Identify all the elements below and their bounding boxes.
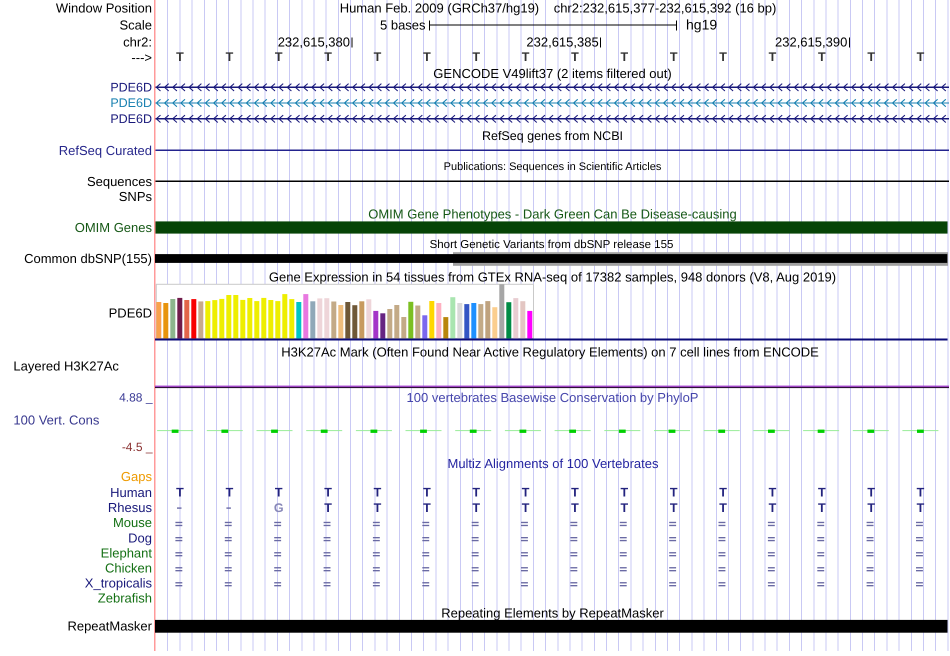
- svg-text:T: T: [522, 501, 530, 515]
- svg-text:hg19: hg19: [686, 17, 717, 33]
- svg-text:T: T: [670, 486, 678, 500]
- svg-text:T: T: [374, 50, 382, 64]
- svg-text:T: T: [917, 501, 925, 515]
- svg-text:T: T: [423, 486, 431, 500]
- svg-text:T: T: [719, 486, 727, 500]
- svg-text:T: T: [769, 50, 777, 64]
- svg-text:T: T: [917, 486, 925, 500]
- svg-text:232,615,385: 232,615,385: [526, 35, 598, 50]
- svg-text:chr2:: chr2:: [123, 35, 152, 50]
- svg-text:T: T: [374, 486, 382, 500]
- svg-text:Gaps: Gaps: [121, 469, 153, 484]
- svg-text:T: T: [818, 486, 826, 500]
- svg-text:232,615,380: 232,615,380: [278, 35, 350, 50]
- svg-text:T: T: [818, 501, 826, 515]
- svg-text:T: T: [670, 501, 678, 515]
- svg-text:Chicken: Chicken: [105, 561, 152, 576]
- svg-text:T: T: [867, 50, 875, 64]
- svg-text:T: T: [719, 50, 727, 64]
- svg-text:SNPs: SNPs: [119, 189, 153, 204]
- svg-text:Human: Human: [110, 485, 152, 500]
- svg-text:T: T: [324, 486, 332, 500]
- svg-text:Common dbSNP(155): Common dbSNP(155): [24, 251, 152, 266]
- svg-text:PDE6D: PDE6D: [110, 96, 152, 110]
- svg-text:5 bases: 5 bases: [380, 18, 426, 33]
- svg-text:T: T: [522, 486, 530, 500]
- svg-text:X_tropicalis: X_tropicalis: [85, 576, 153, 591]
- svg-text:-4.5 _: -4.5 _: [122, 440, 153, 454]
- svg-text:Dog: Dog: [128, 530, 152, 545]
- svg-text:T: T: [176, 50, 184, 64]
- svg-text:T: T: [769, 486, 777, 500]
- svg-text:PDE6D: PDE6D: [110, 81, 152, 95]
- svg-text:T: T: [867, 486, 875, 500]
- svg-text:T: T: [670, 50, 678, 64]
- svg-text:T: T: [571, 50, 579, 64]
- svg-text:G: G: [274, 501, 284, 515]
- svg-text:T: T: [571, 486, 579, 500]
- svg-text:T: T: [522, 50, 530, 64]
- svg-text:T: T: [769, 501, 777, 515]
- svg-text:Publications: Sequences in Sci: Publications: Sequences in Scientific Ar…: [444, 161, 662, 173]
- svg-text:PDE6D: PDE6D: [109, 306, 152, 321]
- svg-text:Short Genetic Variants from db: Short Genetic Variants from dbSNP releas…: [430, 239, 674, 251]
- svg-text:RepeatMasker: RepeatMasker: [67, 619, 152, 634]
- svg-text:232,615,390: 232,615,390: [775, 35, 847, 50]
- svg-text:GENCODE V49lift37 (2 items fil: GENCODE V49lift37 (2 items filtered out): [433, 66, 671, 81]
- svg-text:T: T: [571, 501, 579, 515]
- svg-text:T: T: [867, 501, 875, 515]
- svg-text:Scale: Scale: [119, 18, 152, 33]
- svg-text:Mouse: Mouse: [113, 515, 152, 530]
- svg-text:OMIM Genes: OMIM Genes: [75, 220, 153, 235]
- svg-text:T: T: [275, 486, 283, 500]
- svg-text:T: T: [423, 50, 431, 64]
- svg-text:4.88 _: 4.88 _: [119, 390, 153, 404]
- svg-text:chr2:232,615,377-232,615,392 (: chr2:232,615,377-232,615,392 (16 bp): [554, 1, 777, 16]
- svg-text:Human Feb. 2009 (GRCh37/hg19): Human Feb. 2009 (GRCh37/hg19): [340, 1, 539, 16]
- svg-text:Rhesus: Rhesus: [108, 500, 153, 515]
- svg-text:Multiz Alignments of 100 Verte: Multiz Alignments of 100 Vertebrates: [447, 456, 659, 471]
- svg-text:H3K27Ac Mark (Often Found Near: H3K27Ac Mark (Often Found Near Active Re…: [281, 344, 819, 359]
- svg-text:OMIM Gene Phenotypes - Dark Gr: OMIM Gene Phenotypes - Dark Green Can Be…: [368, 206, 737, 221]
- svg-text:RefSeq Curated: RefSeq Curated: [59, 143, 152, 158]
- svg-text:T: T: [275, 50, 283, 64]
- svg-text:T: T: [226, 486, 234, 500]
- svg-text:T: T: [176, 486, 184, 500]
- svg-text:PDE6D: PDE6D: [110, 112, 152, 126]
- svg-text:Window Position: Window Position: [56, 1, 152, 16]
- svg-text:Elephant: Elephant: [101, 546, 153, 561]
- svg-text:T: T: [423, 501, 431, 515]
- svg-text:RefSeq genes from NCBI: RefSeq genes from NCBI: [482, 129, 623, 143]
- svg-text:T: T: [620, 50, 628, 64]
- svg-text:Layered H3K27Ac: Layered H3K27Ac: [13, 359, 119, 374]
- svg-text:T: T: [917, 50, 925, 64]
- svg-text:T: T: [818, 50, 826, 64]
- svg-text:T: T: [472, 486, 480, 500]
- svg-text:Zebrafish: Zebrafish: [98, 591, 152, 606]
- svg-text:T: T: [719, 501, 727, 515]
- svg-text:T: T: [472, 501, 480, 515]
- svg-text:T: T: [374, 501, 382, 515]
- svg-text:T: T: [472, 50, 480, 64]
- svg-text:T: T: [324, 50, 332, 64]
- svg-text:100 vertebrates Basewise Conse: 100 vertebrates Basewise Conservation by…: [407, 390, 699, 405]
- svg-text:T: T: [324, 501, 332, 515]
- svg-text:--->: --->: [131, 50, 152, 65]
- svg-text:Gene Expression in 54 tissues: Gene Expression in 54 tissues from GTEx …: [269, 269, 836, 284]
- svg-text:Repeating Elements by RepeatMa: Repeating Elements by RepeatMasker: [441, 605, 664, 620]
- svg-text:100 Vert. Cons: 100 Vert. Cons: [13, 413, 99, 428]
- svg-text:T: T: [226, 50, 234, 64]
- svg-text:Sequences: Sequences: [87, 174, 153, 189]
- svg-text:T: T: [620, 486, 628, 500]
- svg-text:T: T: [620, 501, 628, 515]
